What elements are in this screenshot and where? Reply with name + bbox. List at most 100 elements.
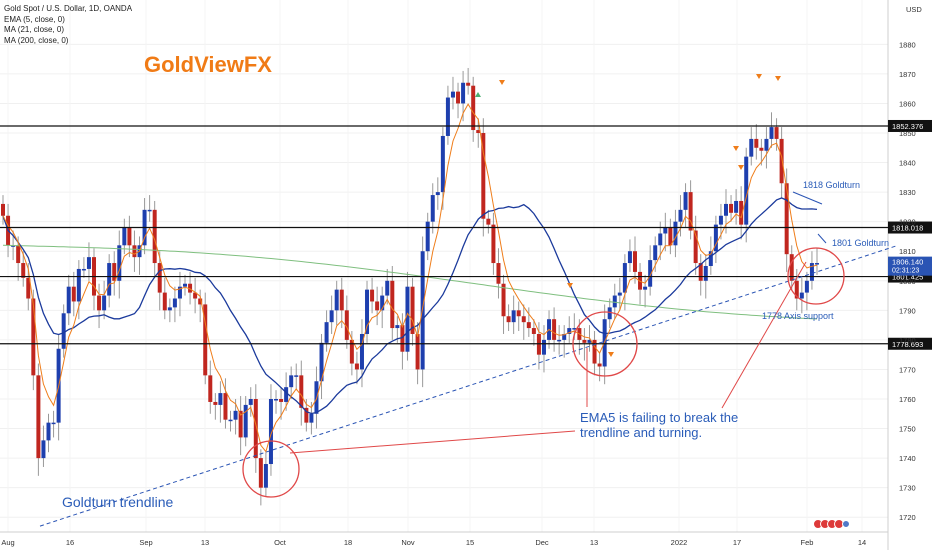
candle-body <box>304 407 309 423</box>
candle-body <box>759 147 764 151</box>
candle-body <box>385 280 390 296</box>
candle-body <box>501 283 506 317</box>
level-tag-label: 1778.693 <box>892 340 923 349</box>
x-tick-label: Feb <box>801 538 814 547</box>
candle-body <box>815 263 819 265</box>
signal-marker <box>738 165 744 170</box>
ema5-line <box>2 103 818 453</box>
candle-body <box>11 245 16 247</box>
candle-body <box>612 295 617 308</box>
candle-body <box>622 263 627 293</box>
ma21-line <box>2 197 818 415</box>
countdown-label: 02:31:23 <box>892 268 919 275</box>
annotation-1801: 1801 Goldturn <box>832 238 890 248</box>
candle-body <box>112 263 117 281</box>
candle-body <box>268 399 273 465</box>
candle-body <box>557 339 562 342</box>
candle-body <box>658 233 663 246</box>
candle-body <box>496 263 501 284</box>
y-tick-label: 1780 <box>899 336 916 345</box>
candle-body <box>521 316 526 323</box>
signal-marker <box>608 352 614 357</box>
candle-body <box>653 245 658 261</box>
candle-body <box>344 310 349 340</box>
candle-body <box>16 245 21 264</box>
candle-body <box>339 289 344 311</box>
candle-body <box>729 203 734 213</box>
candle-body <box>76 268 81 302</box>
candle-body <box>107 263 112 296</box>
y-tick-label: 1720 <box>899 513 916 522</box>
candle-body <box>597 363 602 367</box>
candle-body <box>198 298 203 305</box>
callout-arrow <box>792 191 823 205</box>
signal-marker <box>733 146 739 151</box>
x-tick-label: 13 <box>201 538 209 547</box>
y-tick-label: 1790 <box>899 306 916 315</box>
callout-line <box>289 430 576 454</box>
candle-body <box>572 328 577 330</box>
candle-body <box>324 322 329 343</box>
callout-line <box>721 261 807 409</box>
candle-body <box>526 322 531 329</box>
candle-body <box>734 200 739 213</box>
candle-body <box>81 268 86 271</box>
y-tick-label: 1810 <box>899 247 916 256</box>
candle-body <box>643 286 648 290</box>
candle-body <box>723 203 728 216</box>
annotation-1818: 1818 Goldturn <box>803 180 861 190</box>
candle-body <box>794 280 799 299</box>
candle-body <box>440 135 445 193</box>
candle-body <box>233 410 238 420</box>
candle-body <box>319 342 324 382</box>
annotation-1778: 1778 Axis support <box>762 311 834 321</box>
candle-body <box>66 286 71 314</box>
candle-body <box>147 209 152 212</box>
x-tick-label: 16 <box>66 538 74 547</box>
legend-symbol: Gold Spot / U.S. Dollar, 1D, OANDA <box>4 4 133 13</box>
candle-body <box>51 422 56 425</box>
y-tick-label: 1770 <box>899 365 916 374</box>
candle-body <box>476 130 481 133</box>
candle-body <box>380 295 385 311</box>
candle-body <box>127 227 132 246</box>
candle-body <box>248 399 253 405</box>
candle-body <box>21 263 26 278</box>
candle-body <box>445 97 450 136</box>
candle-body <box>193 292 198 299</box>
trendline <box>39 244 899 527</box>
candle-body <box>299 375 304 408</box>
candle-body <box>183 283 188 287</box>
level-tag-label: 1852.376 <box>892 122 923 131</box>
candle-body <box>177 286 182 299</box>
candle-body <box>688 192 693 231</box>
candle-body <box>607 307 612 320</box>
candle-body <box>284 387 289 402</box>
legend-ma21: MA (21, close, 0) <box>4 25 65 34</box>
level-tag-label: 1801.425 <box>892 273 923 282</box>
candle-body <box>511 310 516 323</box>
candle-body <box>117 245 122 281</box>
legend-ema5: EMA (5, close, 0) <box>4 14 65 24</box>
candle-body <box>718 215 723 225</box>
candle-body <box>481 133 486 219</box>
annotation-ema-note: EMA5 is failing to break the trendline a… <box>580 410 738 440</box>
x-tick-label: 13 <box>590 538 598 547</box>
candle-body <box>683 192 688 210</box>
candle-body <box>102 295 107 311</box>
candle-body <box>769 127 774 139</box>
candle-body <box>698 263 703 281</box>
ma200-line <box>2 244 818 320</box>
candle-body <box>486 218 491 225</box>
candle-body <box>354 363 359 370</box>
candle-body <box>405 286 410 352</box>
x-tick-label: 18 <box>344 538 352 547</box>
candle-body <box>36 375 41 459</box>
candle-body <box>334 289 339 311</box>
candle-body <box>749 138 754 157</box>
legend-ma200: MA (200, close, 0) <box>4 35 69 45</box>
candle-body <box>506 316 511 323</box>
candle-body <box>663 227 668 234</box>
candle-body <box>435 192 440 196</box>
